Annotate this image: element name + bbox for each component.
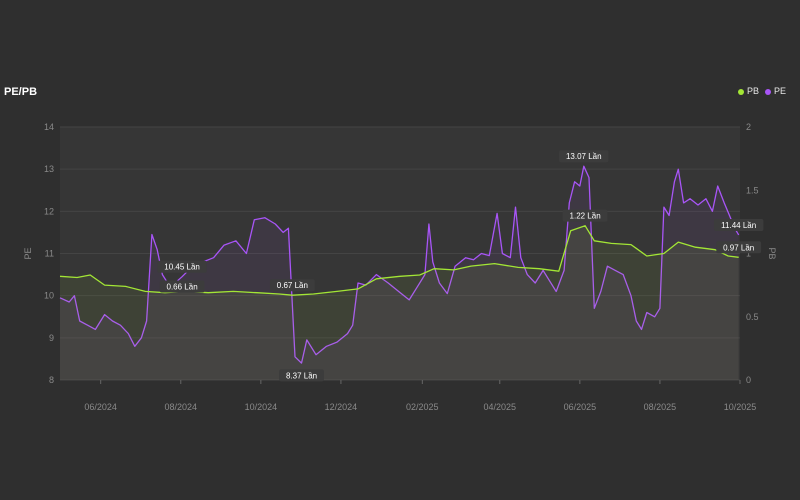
data-label-bg: [159, 280, 205, 293]
y-left-tick-label: 12: [44, 206, 54, 216]
y-left-tick-label: 13: [44, 164, 54, 174]
y-left-tick-label: 14: [44, 122, 54, 132]
y-right-tick-label: 2: [746, 122, 751, 132]
data-label: 8.37 Lần: [286, 371, 317, 380]
y-left-tick-label: 8: [49, 375, 54, 385]
x-tick-label: 12/2024: [325, 402, 358, 412]
x-tick-label: 08/2025: [644, 402, 677, 412]
data-label-bg: [269, 279, 315, 292]
y-right-tick-label: 1: [746, 249, 751, 259]
chart-title: PE/PB: [4, 86, 38, 98]
data-label-bg: [716, 241, 762, 254]
y-right-tick-label: 1.5: [746, 185, 759, 195]
data-label-bg: [279, 369, 324, 382]
legend-item-pe[interactable]: PE: [764, 86, 786, 96]
data-label-bg: [157, 260, 207, 273]
pb-dot-icon: [737, 88, 744, 95]
data-label: 11.44 Lần: [721, 221, 756, 230]
x-tick-label: 04/2025: [483, 402, 516, 412]
legend-label-pe: PE: [773, 86, 786, 96]
data-label-bg: [559, 150, 609, 163]
data-label: 1.22 Lần: [570, 212, 601, 221]
x-tick-label: 02/2025: [406, 402, 439, 412]
data-label: 0.66 Lần: [167, 283, 198, 292]
chart-legend: PB PE: [737, 86, 786, 96]
y-right-tick-label: 0.5: [746, 312, 759, 322]
data-label: 10.45 Lần: [164, 263, 200, 272]
y-left-tick-label: 9: [49, 333, 54, 343]
data-label-bg: [713, 218, 764, 231]
data-label: 13.07 Lần: [566, 152, 602, 161]
data-label: 0.67 Lần: [277, 281, 308, 290]
data-label: 0.97 Lần: [723, 243, 754, 252]
data-label-bg: [562, 209, 608, 222]
y-left-tick-label: 11: [45, 249, 54, 259]
x-tick-label: 10/2025: [724, 402, 757, 412]
series-area-pb: [60, 225, 739, 380]
legend-label-pb: PB: [746, 86, 759, 96]
x-tick-label: 06/2024: [84, 402, 117, 412]
y-left-axis-title: PE: [23, 247, 33, 259]
x-tick-label: 06/2025: [564, 402, 597, 412]
y-right-tick-label: 0: [746, 375, 751, 385]
y-right-axis-title: PB: [767, 247, 777, 259]
y-left-tick-label: 10: [44, 291, 54, 301]
legend-item-pb[interactable]: PB: [737, 86, 759, 96]
pe-dot-icon: [764, 88, 771, 95]
x-tick-label: 08/2024: [164, 402, 197, 412]
x-tick-label: 10/2024: [245, 402, 278, 412]
